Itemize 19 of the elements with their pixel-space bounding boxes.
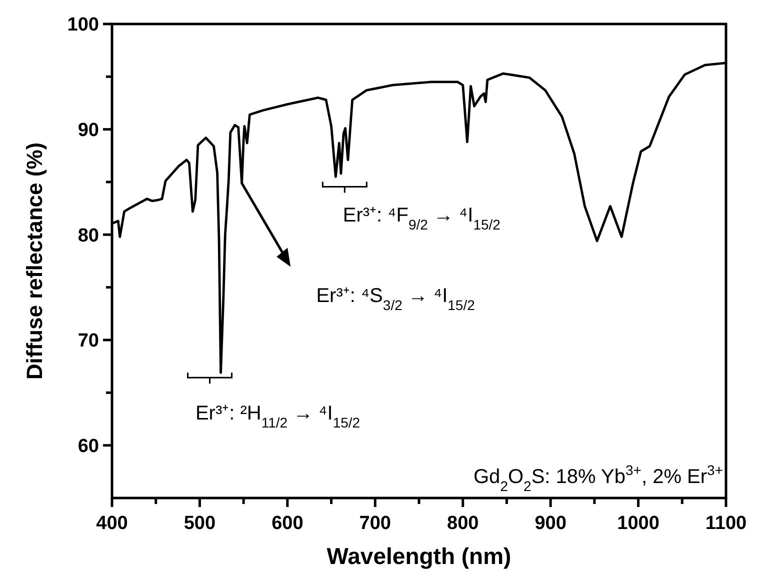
y-tick-label: 60 [78,436,99,457]
y-axis-title: Diffuse reflectance (%) [22,142,47,380]
y-tick-label: 70 [78,330,99,352]
annotation: Gd$_{2}$O$_{2}$S: 18% Yb$^{3+}$, 2% Er$^{3+}$ [474,462,723,494]
x-tick-label: 1000 [617,513,660,534]
y-tick-label: 90 [78,120,99,141]
x-tick-label: 600 [272,513,304,534]
x-tick-label: 1100 [705,513,747,534]
x-tick-label: 700 [359,513,391,534]
x-tick-label: 400 [96,513,128,534]
y-tick-label: 100 [67,14,99,36]
x-tick-label: 900 [534,513,566,534]
x-tick-label: 500 [184,513,216,534]
y-tick-label: 80 [78,225,99,246]
annotation: Er³⁺: ⁴F$_{9/2}$ → ⁴I$_{15/2}$ [342,204,501,233]
x-tick-label: 800 [447,513,479,534]
x-axis-title: Wavelength (nm) [326,543,512,569]
annotation: Er³⁺: ²H$_{11/2}$ → ⁴I$_{15/2}$ [195,402,360,431]
annotation: Er³⁺: ⁴S$_{3/2}$ → ⁴I$_{15/2}$ [316,284,476,313]
